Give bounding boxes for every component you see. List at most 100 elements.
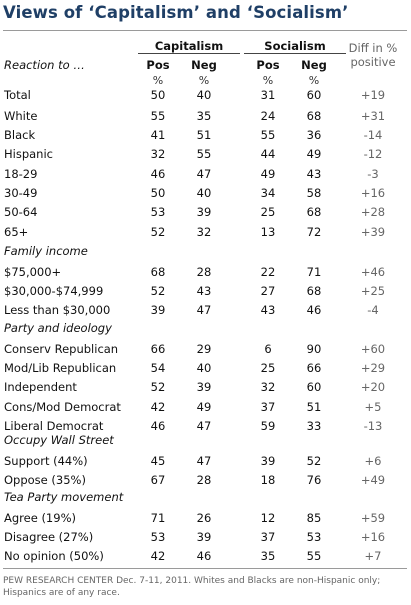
pct-value: 13	[260, 224, 276, 239]
table-row: Conserv Republican 66 29 6 90 +60	[0, 342, 411, 359]
pct-value: 40	[196, 186, 212, 201]
pct-value: 52	[150, 224, 166, 239]
diff-value: -13	[363, 418, 383, 433]
pct-value: 53	[306, 530, 322, 545]
pct-value: 34	[260, 186, 276, 201]
row-label: Less than $30,000	[4, 303, 111, 318]
table-row: 18-29 46 47 49 43 -3	[0, 167, 411, 184]
pct-value: 55	[260, 128, 276, 143]
pct-value: 28	[196, 473, 212, 488]
row-label: Independent	[4, 380, 77, 395]
pct-value: 18	[260, 473, 276, 488]
pct-value: 35	[196, 109, 212, 123]
pct-value: 47	[196, 454, 212, 468]
table-row: No opinion (50%) 42 46 35 55 +7	[0, 549, 411, 566]
table-row: Oppose (35%) 67 28 18 76 +49	[0, 473, 411, 490]
pct-value: 53	[150, 205, 166, 220]
table-row: Liberal Democrat 46 47 59 33 -13	[0, 419, 411, 436]
pct-value: 39	[196, 380, 212, 395]
pct-value: 32	[196, 224, 212, 239]
pct-value: 46	[196, 549, 212, 564]
row-label: White	[4, 109, 38, 123]
row-label: 18-29	[4, 167, 38, 181]
table-row: Mod/Lib Republican 54 40 25 66 +29	[0, 361, 411, 378]
pct-value: 53	[150, 530, 166, 545]
section-heading: Tea Party movement	[4, 490, 124, 504]
title-rule	[3, 30, 407, 31]
table-row: Support (44%) 45 47 39 52 +6	[0, 454, 411, 471]
diff-value: +16	[360, 186, 386, 201]
pct-symbol: %	[152, 74, 164, 87]
pct-value: 37	[260, 399, 276, 414]
pct-value: 85	[306, 511, 322, 525]
pct-value: 60	[306, 380, 322, 395]
pct-value: 45	[150, 454, 166, 468]
diff-value: +31	[360, 109, 386, 123]
table-row: Cons/Mod Democrat 42 49 37 51 +5	[0, 400, 411, 417]
table-row: White 55 35 24 68 +31	[0, 109, 411, 126]
section-heading: Party and ideology	[4, 321, 112, 335]
pct-value: 6	[264, 342, 272, 356]
pct-value: 72	[306, 224, 322, 239]
pct-value: 55	[150, 109, 166, 123]
row-label: $30,000-$74,999	[4, 284, 104, 299]
row-label: 50-64	[4, 205, 38, 220]
pct-value: 51	[306, 399, 322, 414]
pct-value: 24	[260, 109, 276, 123]
table-row: $30,000-$74,999 52 43 27 68 +25	[0, 284, 411, 301]
pct-value: 39	[196, 205, 212, 220]
pct-value: 50	[150, 186, 166, 201]
pct-value: 50	[150, 88, 166, 102]
row-label: Mod/Lib Republican	[4, 361, 117, 376]
pct-value: 44	[260, 147, 276, 162]
diff-value: -12	[363, 147, 383, 162]
diff-value: +46	[360, 265, 386, 279]
pct-value: 39	[150, 303, 166, 318]
diff-value: +59	[360, 511, 386, 525]
diff-value: +16	[360, 530, 386, 545]
pct-value: 25	[260, 361, 276, 376]
pct-value: 67	[150, 473, 166, 488]
footer-rule	[3, 568, 407, 569]
row-label: 65+	[4, 224, 29, 239]
pct-value: 71	[150, 511, 166, 525]
pct-symbol: %	[308, 74, 320, 87]
pct-value: 49	[196, 399, 212, 414]
pct-value: 40	[196, 88, 212, 102]
diff-value: +7	[364, 549, 382, 564]
row-label: Total	[4, 88, 31, 102]
pct-value: 76	[306, 473, 322, 488]
row-label: Disagree (27%)	[4, 530, 94, 545]
pct-value: 31	[260, 88, 276, 102]
pct-value: 32	[150, 147, 166, 162]
pct-value: 49	[306, 147, 322, 162]
pct-value: 60	[306, 88, 322, 102]
pct-value: 58	[306, 186, 322, 201]
pct-value: 29	[196, 342, 212, 356]
diff-value: +49	[360, 473, 386, 488]
pct-value: 42	[150, 399, 166, 414]
pct-value: 39	[260, 454, 276, 468]
chart-title: Views of ‘Capitalism’ and ‘Socialism’	[3, 3, 349, 22]
pct-value: 52	[150, 380, 166, 395]
pct-value: 47	[196, 303, 212, 318]
socialism-underline	[244, 53, 346, 54]
pct-value: 47	[196, 167, 212, 181]
pct-value: 90	[306, 342, 322, 356]
diff-value: +20	[360, 380, 386, 395]
diff-value: +5	[364, 399, 382, 414]
diff-value: +19	[360, 88, 386, 102]
pct-value: 49	[260, 167, 276, 181]
pct-value: 46	[306, 303, 322, 318]
capitalism-underline	[138, 53, 240, 54]
soc-neg-header: Neg	[301, 58, 327, 72]
pct-value: 39	[196, 530, 212, 545]
pct-value: 41	[150, 128, 166, 143]
pct-value: 68	[306, 205, 322, 220]
section-heading: Occupy Wall Street	[4, 433, 114, 447]
table-row: 65+ 52 32 13 72 +39	[0, 225, 411, 242]
pct-value: 43	[196, 284, 212, 299]
diff-value: +29	[360, 361, 386, 376]
pct-value: 46	[150, 167, 166, 181]
table-row: Hispanic 32 55 44 49 -12	[0, 147, 411, 164]
